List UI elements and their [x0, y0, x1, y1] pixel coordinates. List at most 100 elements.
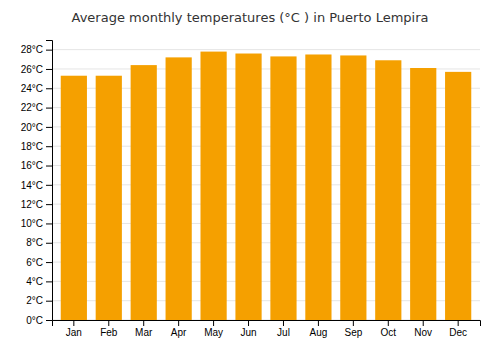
y-tick: 4°C [26, 276, 52, 287]
bar [166, 57, 192, 320]
y-tick: 10°C [21, 218, 52, 229]
x-tick-label: Feb [100, 327, 118, 338]
y-tick-mark [46, 262, 52, 263]
y-tick-mark [46, 185, 52, 186]
x-tick-label: Nov [414, 327, 432, 338]
y-tick-mark [46, 50, 52, 51]
grid-line [52, 49, 480, 50]
x-tick-mark [283, 320, 284, 326]
x-tick-label: Aug [310, 327, 328, 338]
x-tick: Dec [449, 320, 467, 338]
x-tick: Jun [240, 320, 256, 338]
y-tick-label: 2°C [26, 295, 43, 306]
y-tick-label: 26°C [21, 64, 43, 75]
x-axis-line [53, 321, 481, 327]
y-tick-label: 4°C [26, 276, 43, 287]
x-tick-mark [108, 320, 109, 326]
x-tick: Nov [414, 320, 432, 338]
y-tick-mark [46, 243, 52, 244]
x-tick-mark [423, 320, 424, 326]
bar [235, 54, 261, 320]
y-tick-mark [46, 127, 52, 128]
bar [305, 54, 331, 320]
x-tick-mark [388, 320, 389, 326]
x-tick-label: Jul [277, 327, 290, 338]
y-tick-label: 20°C [21, 122, 43, 133]
grid [52, 50, 480, 320]
y-tick-label: 6°C [26, 257, 43, 268]
y-tick: 24°C [21, 83, 52, 94]
y-tick-mark [46, 146, 52, 147]
x-tick: Feb [100, 320, 118, 338]
x-tick-label: Jan [66, 327, 82, 338]
y-tick-mark [46, 204, 52, 205]
bar [131, 65, 157, 320]
x-tick: Jan [66, 320, 82, 338]
x-tick: Apr [171, 320, 187, 338]
x-tick-label: May [204, 327, 223, 338]
y-tick-mark [46, 69, 52, 70]
x-tick-label: Oct [381, 327, 397, 338]
x-tick: Mar [135, 320, 153, 338]
y-tick-mark [46, 301, 52, 302]
x-tick-mark [353, 320, 354, 326]
y-tick-mark [46, 320, 52, 321]
bar [340, 55, 366, 320]
bar [96, 76, 122, 320]
y-tick-label: 0°C [26, 315, 43, 326]
y-axis-line [46, 41, 53, 321]
x-tick-mark [73, 320, 74, 326]
y-tick: 18°C [21, 141, 52, 152]
y-tick: 12°C [21, 199, 52, 210]
x-tick-mark [318, 320, 319, 326]
y-tick: 16°C [21, 160, 52, 171]
y-tick-label: 14°C [21, 180, 43, 191]
x-tick-mark [178, 320, 179, 326]
y-tick: 26°C [21, 64, 52, 75]
y-axis: 0°C 2°C 4°C 6°C 8°C 10°C 12°C 14°C 16°C 18°C 20°C 2… [21, 41, 53, 326]
bar [375, 60, 401, 320]
y-tick: 22°C [21, 102, 52, 113]
y-tick-label: 8°C [26, 237, 43, 248]
y-tick: 8°C [26, 237, 52, 248]
y-tick-label: 10°C [21, 218, 43, 229]
x-tick: Aug [310, 320, 328, 338]
y-tick-mark [46, 223, 52, 224]
y-tick: 2°C [26, 295, 52, 306]
x-tick: Oct [381, 320, 397, 338]
y-tick-label: 24°C [21, 83, 43, 94]
title: Average monthly temperatures (°C ) in Pu… [72, 10, 429, 25]
y-tick-mark [46, 88, 52, 89]
y-tick-label: 28°C [21, 44, 43, 55]
x-tick-mark [143, 320, 144, 326]
x-axis: Jan Feb Mar Apr May Jun Jul Aug Sep Oct Nov Dec [53, 320, 481, 338]
x-tick-label: Dec [449, 327, 467, 338]
y-tick-label: 22°C [21, 102, 43, 113]
bar [445, 72, 471, 320]
y-tick: 0°C [26, 315, 52, 326]
x-tick-mark [458, 320, 459, 326]
y-tick-mark [46, 166, 52, 167]
x-tick-label: Mar [135, 327, 153, 338]
y-tick: 14°C [21, 180, 52, 191]
x-tick-label: Apr [171, 327, 187, 338]
chart: Jan Feb Mar Apr May Jun Jul Aug Sep Oct Nov Dec 0°C 2… [0, 0, 500, 350]
y-tick: 20°C [21, 122, 52, 133]
y-tick-mark [46, 281, 52, 282]
x-tick-mark [248, 320, 249, 326]
y-tick-mark [46, 108, 52, 109]
y-tick-label: 12°C [21, 199, 43, 210]
x-tick: Jul [277, 320, 290, 338]
x-tick-label: Sep [344, 327, 362, 338]
bar [200, 52, 226, 320]
y-tick: 6°C [26, 257, 52, 268]
x-tick-mark [213, 320, 214, 326]
y-tick-label: 18°C [21, 141, 43, 152]
x-tick: May [204, 320, 223, 338]
y-tick-label: 16°C [21, 160, 43, 171]
y-tick: 28°C [21, 44, 52, 55]
x-tick-label: Jun [240, 327, 256, 338]
bar [410, 68, 436, 320]
plot: Jan Feb Mar Apr May Jun Jul Aug Sep Oct Nov Dec 0°C 2… [21, 41, 481, 339]
bar [270, 56, 296, 320]
